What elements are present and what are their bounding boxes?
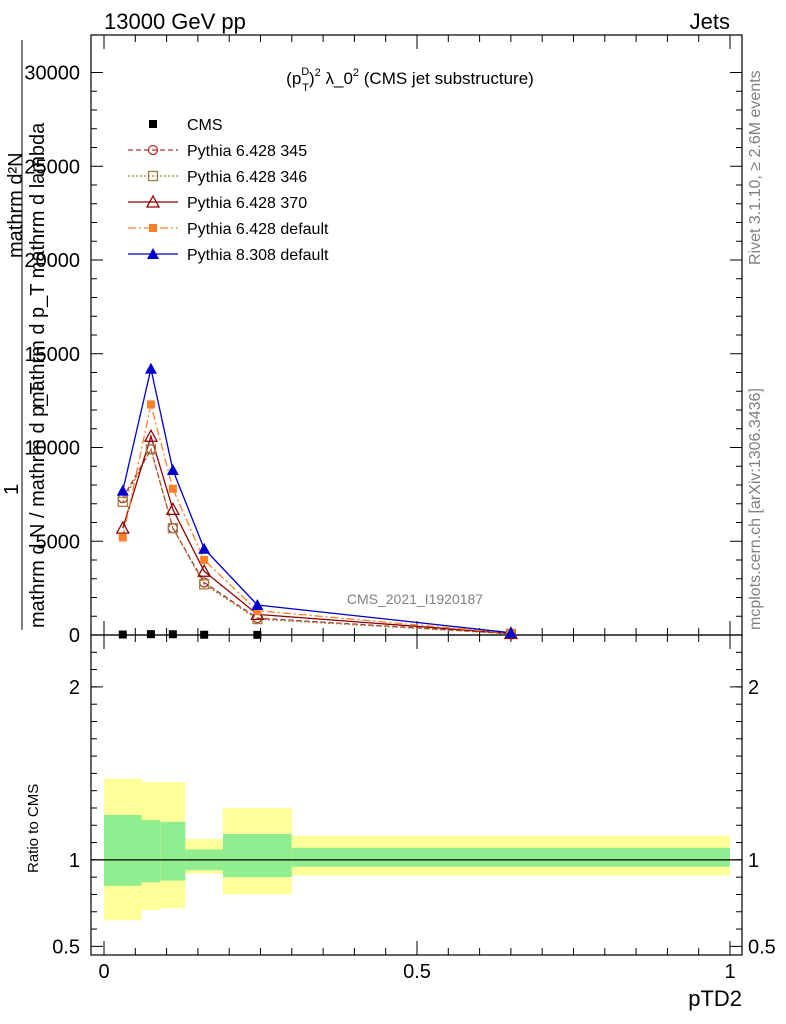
title-lambda: λ_0 <box>321 69 353 88</box>
marker-p370-0 <box>115 520 130 534</box>
header-energy: 13000 GeV pp <box>104 9 246 34</box>
xaxis-label: pTD2 <box>688 986 742 1011</box>
legend-marker-p346 <box>147 170 159 182</box>
ratio-x-ticks: 0 0.5 1 <box>98 635 736 983</box>
main-ytick-label-1: 5000 <box>36 531 81 553</box>
mcplots-label: mcplots.cern.ch [arXiv:1306.3436] <box>747 388 764 630</box>
series-line-p6def <box>122 404 511 634</box>
main-ytick-label-6: 30000 <box>24 63 80 85</box>
legend-marker-p8def <box>147 248 159 259</box>
marker-p8def-1 <box>144 362 157 374</box>
main-ytick-label-4: 20000 <box>24 250 80 272</box>
title-base: (p <box>286 69 301 88</box>
main-y-ticks: 0 5000 10000 15000 20000 25000 30000 <box>24 63 742 647</box>
ratio-xtick-label-2: 1 <box>724 961 735 983</box>
marker-p346-1 <box>145 444 157 455</box>
marker-p6def-3 <box>200 556 209 564</box>
series-line-p8def <box>122 368 511 634</box>
marker-p6def-4 <box>253 606 262 615</box>
legend: CMS Pythia 6.428 345 Pythia 6.428 346 Pythi… <box>128 117 329 264</box>
marker-p346-2 <box>167 522 179 534</box>
title-exp: 2 <box>315 67 321 79</box>
marker-p6def-1 <box>146 400 155 409</box>
legend-label-p346: Pythia 6.428 346 <box>187 169 307 186</box>
marker-p346-3 <box>199 579 210 590</box>
marker-p8def-0 <box>116 484 129 496</box>
marker-cms-2 <box>168 630 177 639</box>
ratio-band-inner-0 <box>104 814 142 886</box>
ratio-ylabel: Ratio to CMS <box>25 784 42 873</box>
legend-marker-p6def <box>149 224 157 232</box>
legend-marker-cms <box>149 120 157 128</box>
main-ytick-label-2: 10000 <box>24 438 80 460</box>
ratio-band-inner-1 <box>141 820 161 883</box>
ratio-panel-frame <box>90 634 743 956</box>
ratio-xtick-label-1: 0.5 <box>403 961 431 983</box>
ratio-ytick-label-right-2: 2 <box>748 677 759 699</box>
main-yaxis-label: mathrm d²N mathrm d p_T mathrm d lambda … <box>1 40 49 630</box>
marker-p370-3 <box>197 563 212 577</box>
marker-p370-2 <box>165 502 180 516</box>
legend-label-p370: Pythia 6.428 370 <box>187 195 307 212</box>
main-x-ticks <box>103 35 731 635</box>
ratio-ytick-label-left-2: 2 <box>69 677 80 699</box>
title-exp2: 2 <box>353 67 359 79</box>
ratio-band-inner-5 <box>291 847 730 867</box>
header-jets: Jets <box>690 9 730 34</box>
legend-marker-p370 <box>145 194 161 208</box>
marker-p370-1 <box>143 428 159 442</box>
legend-marker-p345 <box>147 144 159 156</box>
marker-cms-1 <box>146 630 155 639</box>
marker-cms-0 <box>118 630 127 639</box>
marker-p8def-4 <box>251 599 264 610</box>
ratio-band-inner-4 <box>222 833 292 878</box>
main-ytick-label-5: 25000 <box>24 156 80 178</box>
ratio-ytick-label-left-0: 0.5 <box>52 936 80 958</box>
legend-label-p8def: Pythia 8.308 default <box>187 247 329 264</box>
rivet-label: Rivet 3.1.10, ≥ 2.6M events <box>747 70 764 265</box>
legend-label-p345: Pythia 6.428 345 <box>187 143 307 160</box>
ratio-xtick-label-0: 0 <box>98 961 109 983</box>
ratio-band-inner-2 <box>160 821 186 881</box>
legend-label-p6def: Pythia 6.428 default <box>187 221 329 238</box>
title-tail: (CMS jet substructure) <box>359 69 534 88</box>
marker-p8def-2 <box>166 464 179 475</box>
title-close: ) <box>309 69 315 88</box>
ylabel-denominator: mathrm d N / mathrm d p_T <box>27 382 49 628</box>
series-line-p346 <box>122 447 511 635</box>
marker-p6def-2 <box>168 484 177 493</box>
marker-cms-4 <box>253 630 262 639</box>
ratio-uncertainty-bands <box>104 778 730 921</box>
series-markers <box>115 362 518 640</box>
ylabel-numerator-2: mathrm d p_T mathrm d lambda <box>27 122 49 408</box>
marker-cms-3 <box>200 630 209 639</box>
plot-title: (pD T)2 λ_02 (CMS jet substructure) <box>286 66 534 94</box>
title-sup: D <box>301 66 309 78</box>
analysis-watermark: CMS_2021_I1920187 <box>347 591 483 607</box>
marker-p6def-0 <box>118 533 127 542</box>
marker-p8def-5 <box>504 626 517 638</box>
ratio-ytick-label-right-0: 0.5 <box>748 936 776 958</box>
ratio-ytick-label-right-1: 1 <box>748 850 759 872</box>
marker-p346-0 <box>117 496 128 508</box>
title-sub: T <box>302 82 309 94</box>
main-ytick-label-0: 0 <box>69 625 80 647</box>
main-ytick-label-3: 15000 <box>24 344 80 366</box>
marker-p8def-3 <box>198 542 211 554</box>
ratio-ytick-label-left-1: 1 <box>69 850 80 872</box>
ylabel-one: 1 <box>1 484 23 495</box>
legend-label-cms: CMS <box>187 117 223 134</box>
ratio-y-ticks: 0.5 0.5 1 1 2 2 <box>52 651 776 958</box>
